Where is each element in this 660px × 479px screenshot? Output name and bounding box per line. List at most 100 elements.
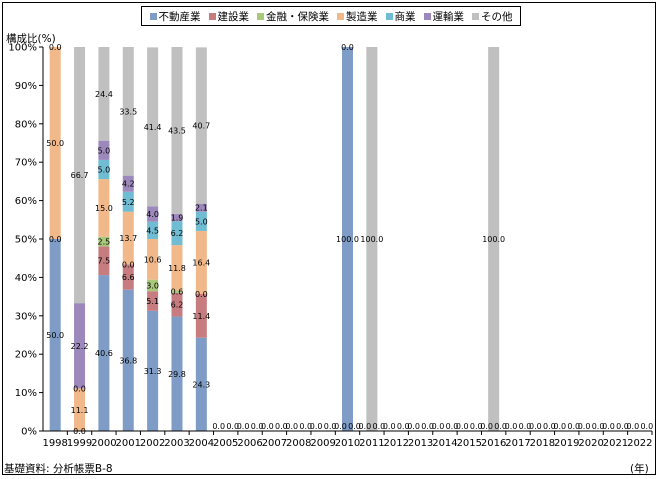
x-tick-label: 2009 <box>310 438 335 449</box>
data-label: 0.0 <box>456 422 469 431</box>
data-label: 66.7 <box>71 171 89 180</box>
legend-label: 運輸業 <box>432 10 465 23</box>
data-label: 50.0 <box>46 331 64 340</box>
data-label: 0.6 <box>171 288 184 297</box>
x-tick-label: 2006 <box>237 438 262 449</box>
x-tick-label: 2018 <box>530 438 555 449</box>
data-label: 0.0 <box>358 422 371 431</box>
x-tick-label: 2002 <box>140 438 165 449</box>
x-tick-label: 2003 <box>164 438 189 449</box>
legend-label: 商業 <box>394 10 416 23</box>
bar-segment <box>98 179 110 237</box>
legend-item: 商業 <box>385 9 416 24</box>
data-label: 5.0 <box>98 146 111 155</box>
bar-segment <box>98 275 110 431</box>
data-label: 15.0 <box>95 204 113 213</box>
data-label: 0.0 <box>383 422 396 431</box>
x-tick-label: 2020 <box>578 438 603 449</box>
x-axis-unit: (年) <box>630 463 649 475</box>
data-label: 5.0 <box>195 217 208 226</box>
data-label: 0.0 <box>122 260 135 269</box>
x-tick-label: 2010 <box>335 438 360 449</box>
data-label: 6.2 <box>171 301 184 310</box>
data-label: 0.0 <box>578 422 591 431</box>
data-label: 4.0 <box>146 210 159 219</box>
data-label: 0.0 <box>226 422 239 431</box>
data-label: 0.0 <box>285 422 298 431</box>
x-tick-label: 1998 <box>42 438 67 449</box>
bar-segment <box>171 214 183 222</box>
x-tick-label: 2005 <box>213 438 238 449</box>
bar-segment <box>195 337 207 431</box>
data-label: 0.0 <box>195 290 208 299</box>
data-label: 0.0 <box>567 422 580 431</box>
data-label: 0.0 <box>543 422 556 431</box>
y-tick-label: 40% <box>15 273 37 284</box>
legend-item: その他 <box>472 9 513 24</box>
data-label: 0.0 <box>519 422 532 431</box>
y-tick-label: 70% <box>15 158 37 169</box>
bar-segment <box>171 292 183 317</box>
x-tick-label: 2014 <box>432 438 457 449</box>
bar-segment <box>49 239 61 431</box>
bar-segment <box>147 239 159 280</box>
bar-segment <box>147 221 159 239</box>
bar-segment <box>147 310 159 431</box>
y-tick-label: 90% <box>15 81 37 92</box>
data-label: 0.0 <box>299 422 312 431</box>
data-label: 0.0 <box>640 422 653 431</box>
data-label: 0.0 <box>310 422 323 431</box>
data-label: 11.1 <box>71 406 89 415</box>
bar-segment <box>171 47 183 215</box>
x-tick-label: 1999 <box>67 438 92 449</box>
data-label: 7.5 <box>98 257 111 266</box>
legend-item: 不動産業 <box>149 9 201 24</box>
legend-item: 製造業 <box>337 9 378 24</box>
bar-segment <box>74 303 86 389</box>
data-label: 0.0 <box>251 422 264 431</box>
data-label: 0.0 <box>470 422 483 431</box>
bar-segment <box>171 290 183 293</box>
y-tick-label: 0% <box>21 427 37 438</box>
legend-swatch <box>257 12 264 20</box>
bar-segment <box>147 206 159 222</box>
legend-label: 建設業 <box>217 10 250 23</box>
bar-segment <box>98 159 110 180</box>
y-tick-label: 80% <box>15 119 37 130</box>
bar-segment <box>122 289 134 431</box>
y-tick-label: 30% <box>15 311 37 322</box>
y-axis-title: 構成比(%) <box>6 33 56 45</box>
bar-segment <box>122 264 134 290</box>
data-label: 0.0 <box>49 43 62 52</box>
data-label: 100.0 <box>482 235 505 244</box>
data-label: 33.5 <box>119 107 137 116</box>
data-label: 11.8 <box>168 264 186 273</box>
data-label: 0.0 <box>324 422 337 431</box>
data-label: 41.4 <box>144 123 162 132</box>
data-label: 0.0 <box>275 422 288 431</box>
data-label: 40.7 <box>192 122 210 131</box>
x-tick-label: 2019 <box>554 438 579 449</box>
bar-segment <box>488 47 500 431</box>
bar-segment <box>147 47 159 207</box>
data-label: 0.0 <box>602 422 615 431</box>
legend-swatch <box>337 12 344 20</box>
data-label: 0.0 <box>372 422 385 431</box>
data-label: 5.2 <box>122 198 135 207</box>
data-label: 0.0 <box>480 422 493 431</box>
data-label: 6.2 <box>171 229 184 238</box>
x-tick-label: 2013 <box>408 438 433 449</box>
y-tick-label: 10% <box>15 388 37 399</box>
x-tick-label: 2015 <box>457 438 482 449</box>
data-label: 29.8 <box>168 370 186 379</box>
x-tick-label: 2022 <box>627 438 652 449</box>
data-label: 0.0 <box>616 422 629 431</box>
data-label: 4.2 <box>122 180 135 189</box>
data-label: 0.0 <box>334 422 347 431</box>
bar-segment <box>171 245 183 291</box>
bar-segment <box>49 47 61 239</box>
data-label: 31.3 <box>144 367 162 376</box>
data-label: 0.0 <box>626 422 639 431</box>
legend-swatch <box>385 12 393 20</box>
